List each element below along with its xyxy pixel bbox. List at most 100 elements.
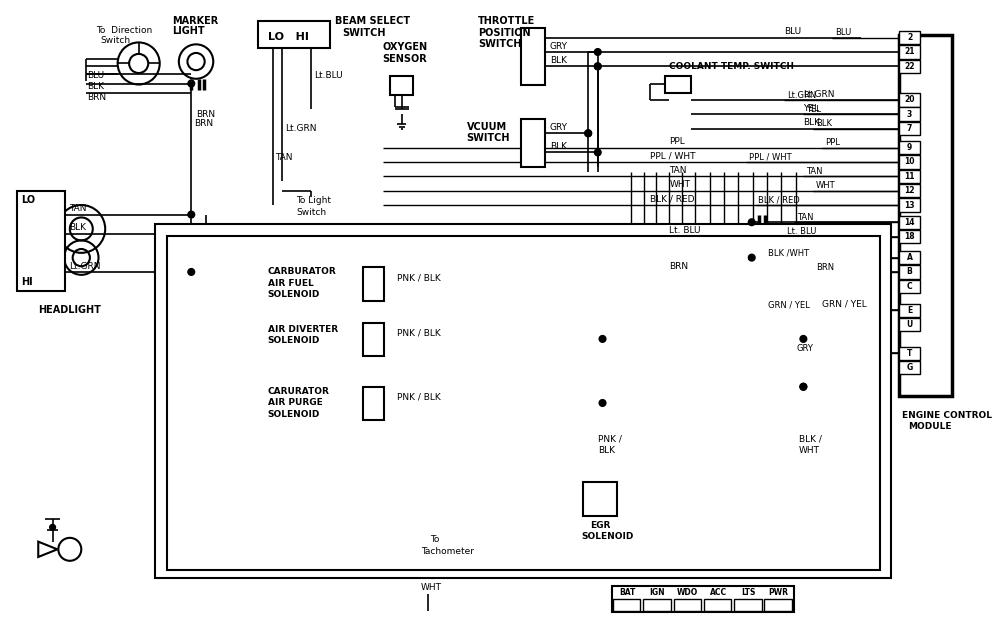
Bar [583, 483, 617, 516]
Text: LTS: LTS [741, 588, 756, 597]
Text: AIR DIVERTER: AIR DIVERTER [268, 325, 338, 334]
Text: YEL: YEL [803, 104, 819, 113]
Circle shape [188, 80, 195, 87]
Text: POSITION: POSITION [478, 28, 531, 38]
Text: SENSOR: SENSOR [383, 54, 427, 64]
Circle shape [585, 130, 592, 137]
Text: BEAM SELECT: BEAM SELECT [335, 16, 410, 26]
Bar [363, 267, 384, 301]
Text: GRY: GRY [550, 42, 568, 51]
Text: LO   HI: LO HI [268, 32, 309, 42]
Bar [899, 251, 920, 265]
Circle shape [50, 524, 55, 530]
Bar [899, 230, 920, 243]
Text: To: To [430, 536, 440, 544]
Bar [899, 31, 920, 44]
Circle shape [188, 268, 195, 275]
Bar [899, 93, 920, 106]
Circle shape [188, 211, 195, 218]
Text: PPL / WHT: PPL / WHT [650, 152, 696, 161]
Text: BLK: BLK [69, 224, 86, 232]
Text: BRN: BRN [816, 263, 834, 272]
Bar [899, 346, 920, 360]
Text: A: A [907, 253, 912, 262]
Text: SOLENOID: SOLENOID [268, 290, 320, 299]
Circle shape [594, 49, 601, 55]
Text: BLU: BLU [784, 28, 801, 37]
Bar [734, 599, 762, 610]
Bar [899, 141, 920, 154]
Text: T: T [907, 349, 912, 358]
Text: Lt.GRN: Lt.GRN [787, 91, 816, 100]
Text: 7: 7 [907, 124, 912, 133]
Text: GRY: GRY [550, 123, 568, 132]
Text: 20: 20 [904, 95, 915, 105]
Text: SWITCH: SWITCH [342, 28, 386, 38]
Text: BRN: BRN [669, 261, 689, 271]
Bar [363, 323, 384, 356]
Bar [899, 215, 920, 229]
Text: BAT: BAT [619, 588, 635, 597]
Text: 9: 9 [907, 143, 912, 152]
Bar [665, 76, 691, 93]
Text: G: G [906, 363, 913, 372]
Circle shape [748, 255, 755, 261]
Bar [167, 236, 880, 570]
Text: ENGINE CONTROL: ENGINE CONTROL [902, 411, 992, 420]
Text: 3: 3 [907, 110, 912, 118]
Bar [390, 76, 413, 95]
Text: BLK: BLK [550, 56, 567, 65]
Bar [613, 599, 640, 610]
Text: WHT: WHT [816, 181, 835, 190]
Text: AIR FUEL: AIR FUEL [268, 279, 314, 288]
Text: PNK /: PNK / [598, 435, 622, 444]
Text: COOLANT TEMP. SWITCH: COOLANT TEMP. SWITCH [669, 62, 794, 71]
Text: 11: 11 [904, 172, 915, 181]
Text: CARBURATOR: CARBURATOR [268, 268, 337, 277]
Text: C: C [907, 282, 912, 291]
Text: BRN: BRN [87, 93, 106, 103]
Text: HI: HI [21, 277, 33, 287]
Text: PNK / BLK: PNK / BLK [397, 273, 441, 282]
Text: PPL: PPL [669, 137, 685, 146]
Text: WHT: WHT [421, 583, 442, 592]
Text: YEL: YEL [806, 105, 821, 114]
Text: 12: 12 [904, 186, 915, 195]
Text: BRN: BRN [194, 119, 213, 129]
Text: 14: 14 [904, 218, 915, 227]
Circle shape [594, 63, 601, 70]
Bar [17, 191, 65, 291]
Bar [899, 122, 920, 135]
Text: BLK /WHT: BLK /WHT [768, 248, 809, 257]
Circle shape [585, 130, 592, 137]
Bar [258, 21, 330, 48]
Circle shape [594, 63, 601, 70]
Text: PNK / BLK: PNK / BLK [397, 329, 441, 338]
Bar [764, 599, 792, 610]
Bar [899, 169, 920, 183]
Bar [899, 108, 920, 121]
Text: GRY: GRY [797, 344, 814, 353]
Text: PPL / WHT: PPL / WHT [749, 152, 791, 162]
Text: GRN / YEL: GRN / YEL [822, 300, 867, 309]
Text: OXYGEN: OXYGEN [383, 42, 428, 52]
Bar [899, 318, 920, 331]
Bar [155, 224, 891, 578]
Circle shape [599, 399, 606, 406]
Bar [899, 361, 920, 374]
Circle shape [800, 384, 807, 390]
Text: TAN: TAN [669, 166, 687, 175]
Bar [899, 184, 920, 197]
Circle shape [800, 336, 807, 342]
Text: E: E [907, 306, 912, 315]
Text: Lt. BLU: Lt. BLU [669, 226, 701, 236]
Text: MARKER: MARKER [172, 16, 218, 26]
Text: Lt.GRN: Lt.GRN [285, 124, 317, 133]
Bar [674, 599, 701, 610]
Circle shape [599, 336, 606, 342]
Circle shape [800, 384, 807, 390]
Text: BLK /: BLK / [799, 435, 821, 444]
Bar [704, 599, 731, 610]
Text: LO: LO [21, 195, 35, 205]
Text: ACC: ACC [710, 588, 727, 597]
